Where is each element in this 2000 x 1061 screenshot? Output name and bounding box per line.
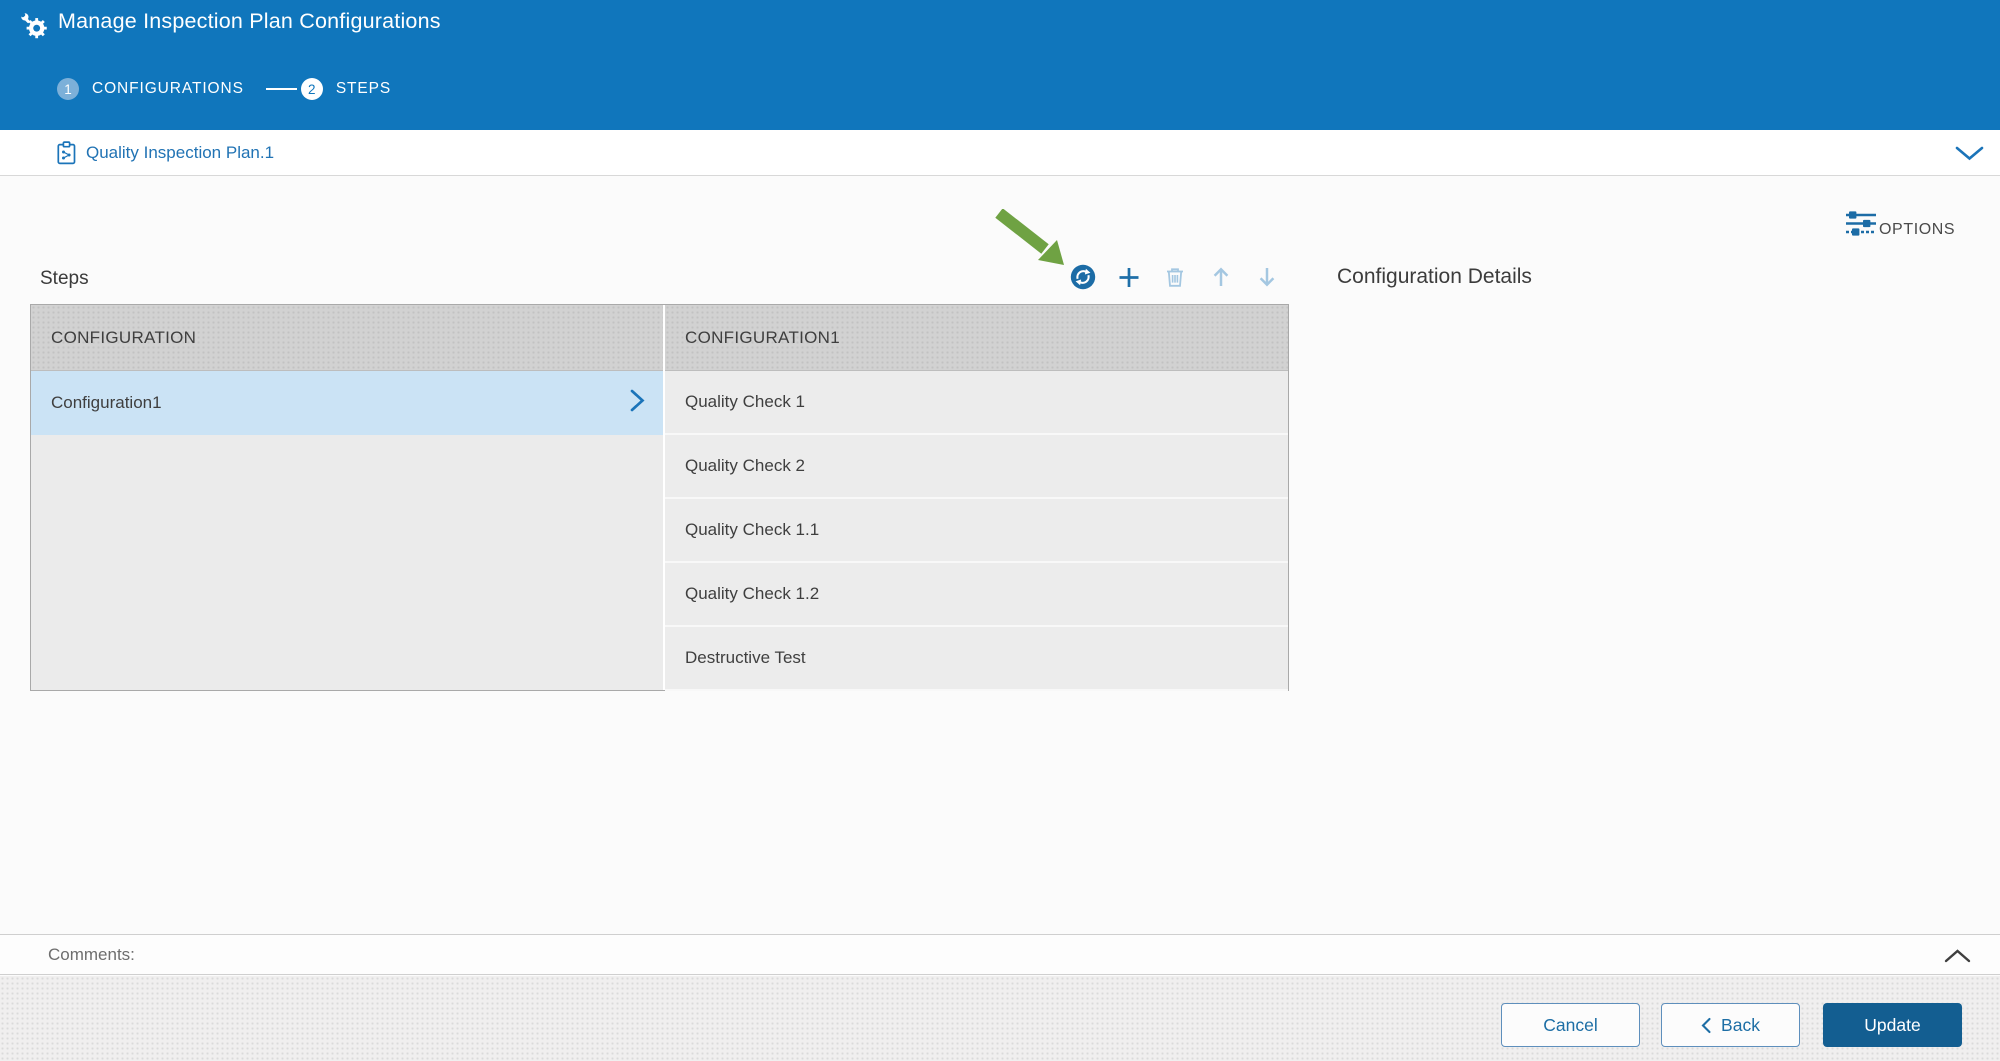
steps-column-header[interactable]: CONFIGURATION1 — [665, 305, 1288, 371]
steps-table: CONFIGURATION Configuration1 CONFIGURATI… — [30, 304, 1289, 691]
step-row[interactable]: Quality Check 1.2 — [665, 563, 1288, 627]
wizard-step-connector — [265, 88, 297, 90]
chevron-right-icon — [630, 389, 645, 417]
wizard-step-2-circle[interactable]: 2 — [300, 78, 323, 100]
back-button-label: Back — [1721, 1014, 1760, 1035]
steps-toolbar — [1070, 264, 1280, 290]
wizard-step-1-circle[interactable]: 1 — [57, 78, 79, 100]
configuration-details-title: Configuration Details — [1337, 265, 1532, 288]
cancel-button[interactable]: Cancel — [1501, 1003, 1640, 1047]
step-row[interactable]: Quality Check 1 — [665, 371, 1288, 435]
app-header: Manage Inspection Plan Configurations 1 … — [0, 0, 2000, 130]
chevron-up-icon[interactable] — [1944, 949, 1971, 968]
assign-sync-icon[interactable] — [1070, 264, 1096, 290]
configuration-column-header[interactable]: CONFIGURATION — [31, 305, 663, 371]
comments-bar: Comments: — [0, 934, 2000, 975]
steps-column: CONFIGURATION1 Quality Check 1 Quality C… — [665, 305, 1288, 691]
wizard-step-1-label[interactable]: CONFIGURATIONS — [92, 80, 244, 97]
column-divider — [663, 305, 665, 690]
configuration-column: CONFIGURATION Configuration1 — [31, 305, 663, 690]
move-up-icon[interactable] — [1208, 264, 1234, 290]
configuration-row-selected[interactable]: Configuration1 — [31, 371, 663, 435]
steps-section-title: Steps — [40, 268, 89, 289]
inspection-plan-icon — [56, 141, 77, 170]
footer-bar: Cancel Back Update — [0, 976, 2000, 1061]
back-button[interactable]: Back — [1661, 1003, 1800, 1047]
plan-header-bar: Quality Inspection Plan.1 — [0, 130, 2000, 176]
step-row[interactable]: Quality Check 1.1 — [665, 499, 1288, 563]
options-button[interactable]: OPTIONS — [1845, 210, 1955, 244]
options-label: OPTIONS — [1879, 221, 1956, 238]
annotation-arrow-icon — [993, 208, 1073, 280]
chevron-left-icon — [1701, 1017, 1711, 1033]
page-title: Manage Inspection Plan Configurations — [58, 9, 441, 33]
delete-icon[interactable] — [1162, 264, 1188, 290]
step-row[interactable]: Destructive Test — [665, 627, 1288, 691]
comments-label: Comments: — [48, 944, 135, 964]
wizard-steps: 1 CONFIGURATIONS 2 STEPS — [57, 78, 391, 100]
add-icon[interactable] — [1116, 264, 1142, 290]
move-down-icon[interactable] — [1254, 264, 1280, 290]
step-row[interactable]: Quality Check 2 — [665, 435, 1288, 499]
wizard-step-2-label[interactable]: STEPS — [335, 80, 392, 97]
plan-name-link[interactable]: Quality Inspection Plan.1 — [86, 143, 275, 162]
configuration-row-label: Configuration1 — [51, 393, 162, 412]
update-button[interactable]: Update — [1823, 1003, 1962, 1047]
gear-wrench-icon — [19, 11, 49, 46]
sliders-icon — [1845, 210, 1877, 244]
chevron-down-icon[interactable] — [1955, 146, 1984, 166]
